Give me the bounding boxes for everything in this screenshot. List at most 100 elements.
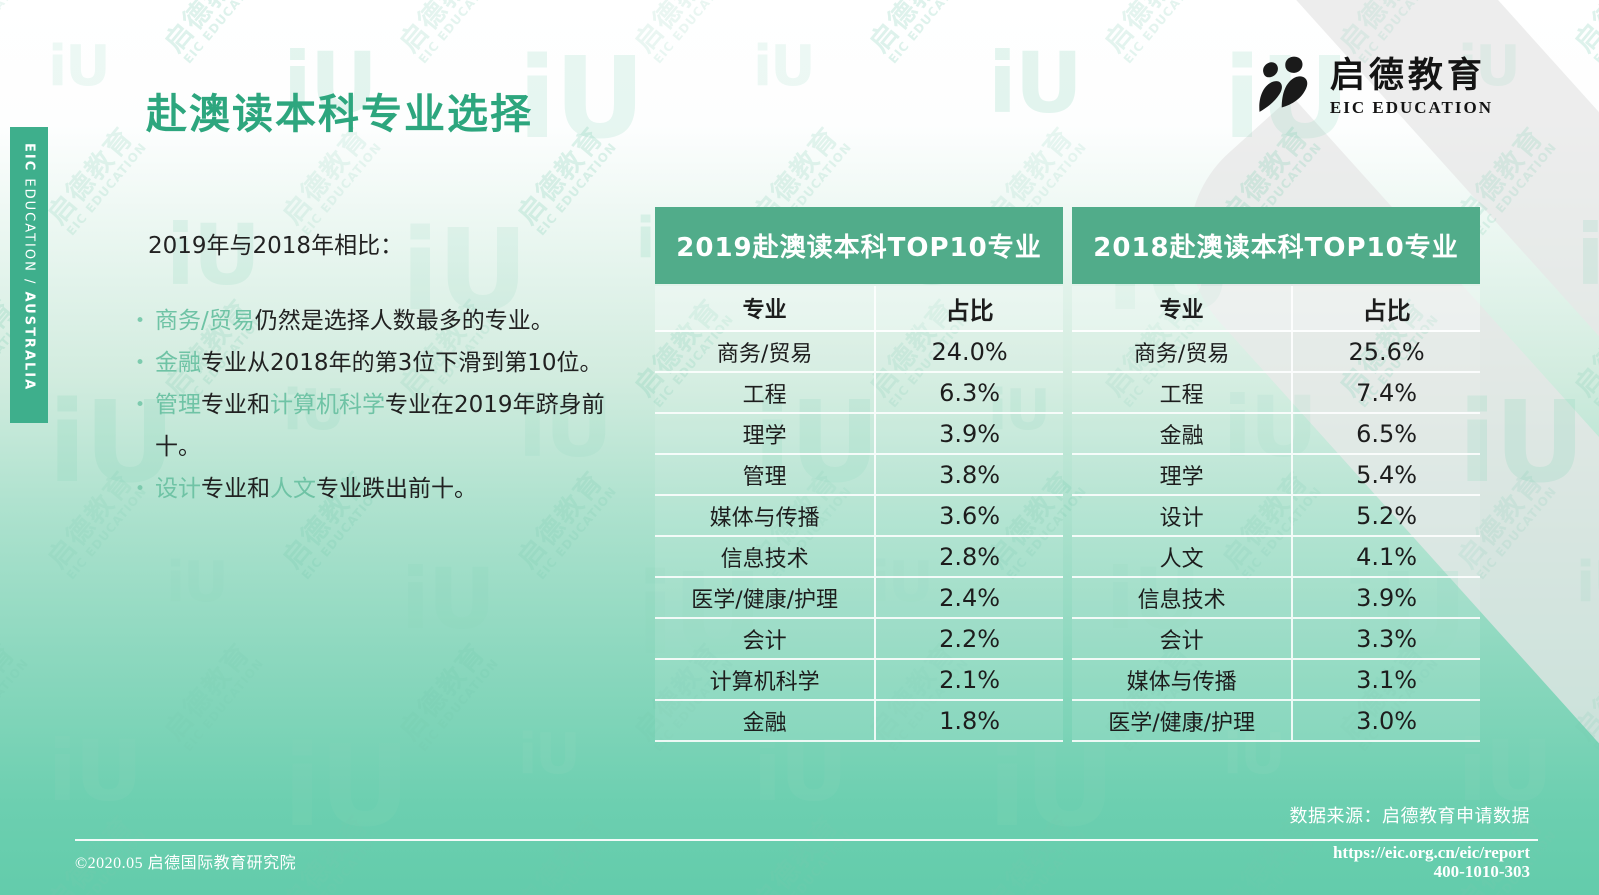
major-cell: 媒体与传播 — [1072, 660, 1294, 699]
share-cell: 6.5% — [1356, 419, 1418, 448]
eic-logo-icon — [1244, 46, 1318, 130]
major-cell: 信息技术 — [1072, 578, 1294, 617]
brand-name-en: EIC EDUCATION — [1329, 97, 1493, 117]
table-row: 计算机科学 2.1% — [655, 660, 1063, 701]
table-row: 设计 5.2% — [1072, 496, 1480, 537]
bullet-text: 设计专业和人文专业跌出前十。 — [155, 476, 478, 502]
share-cell: 5.2% — [1356, 501, 1418, 530]
share-cell: 3.3% — [1356, 624, 1418, 653]
share-cell: 2.2% — [939, 624, 1001, 653]
major-cell: 医学/健康/护理 — [1072, 701, 1294, 740]
major-cell: 人文 — [1072, 537, 1294, 576]
table-2019-subheader: 专业 占比 — [655, 286, 1063, 332]
table-row: 管理 3.8% — [655, 455, 1063, 496]
share-cell: 24.0% — [931, 337, 1008, 366]
table-row: 人文 4.1% — [1072, 537, 1480, 578]
phone-number: 400-1010-303 — [1433, 862, 1530, 881]
table-row: 医学/健康/护理 3.0% — [1072, 701, 1480, 742]
column-header-share: 占比 — [945, 296, 994, 325]
share-cell: 2.1% — [939, 665, 1001, 694]
sidebar-vertical-label: EIC EDUCATION / AUSTRALIA — [21, 143, 37, 392]
bullet-text: 商务/贸易仍然是选择人数最多的专业。 — [155, 308, 554, 334]
column-header-major: 专业 — [1072, 286, 1294, 330]
bullet-dot-icon: • — [135, 311, 146, 331]
major-cell: 理学 — [655, 414, 877, 453]
major-cell: 工程 — [1072, 373, 1294, 412]
summary-block: 2019年与2018年相比： • 商务/贸易仍然是选择人数最多的专业。 • 金融专业从… — [133, 226, 638, 510]
footer-contact: https://eic.org.cn/eic/report 400-1010-3… — [1333, 843, 1530, 881]
share-cell: 3.8% — [939, 460, 1001, 489]
summary-bullet: • 商务/贸易仍然是选择人数最多的专业。 — [133, 300, 638, 342]
share-cell: 4.1% — [1356, 542, 1418, 571]
major-cell: 工程 — [655, 373, 877, 412]
summary-intro: 2019年与2018年相比： — [148, 233, 404, 259]
copyright-note: ©2020.05 启德国际教育研究院 — [75, 855, 297, 872]
table-row: 会计 2.2% — [655, 619, 1063, 660]
major-cell: 会计 — [655, 619, 877, 658]
major-cell: 会计 — [1072, 619, 1294, 658]
table-row: 理学 3.9% — [655, 414, 1063, 455]
major-cell: 金融 — [655, 701, 877, 740]
share-cell: 5.4% — [1356, 460, 1418, 489]
major-cell: 计算机科学 — [655, 660, 877, 699]
major-cell: 金融 — [1072, 414, 1294, 453]
table-row: 理学 5.4% — [1072, 455, 1480, 496]
table-row: 信息技术 2.8% — [655, 537, 1063, 578]
share-cell: 3.6% — [939, 501, 1001, 530]
share-cell: 2.8% — [939, 542, 1001, 571]
major-cell: 医学/健康/护理 — [655, 578, 877, 617]
table-row: 金融 6.5% — [1072, 414, 1480, 455]
share-cell: 2.4% — [939, 583, 1001, 612]
table-2019: 2019赴澳读本科TOP10专业 专业 占比 商务/贸易 24.0% 工程 6.3% 理… — [655, 207, 1063, 742]
major-cell: 设计 — [1072, 496, 1294, 535]
table-2018-body: 商务/贸易 25.6% 工程 7.4% 金融 6.5% 理学 5.4% 设计 5.2% 人文 4.1%… — [1072, 332, 1480, 742]
table-2018-title: 2018赴澳读本科TOP10专业 — [1072, 207, 1480, 284]
table-row: 工程 6.3% — [655, 373, 1063, 414]
table-row: 商务/贸易 24.0% — [655, 332, 1063, 373]
footer-divider — [75, 839, 1538, 841]
column-header-major: 专业 — [655, 286, 877, 330]
summary-bullet: • 管理专业和计算机科学专业在2019年跻身前十。 — [133, 384, 638, 468]
sidebar-tab: EIC EDUCATION / AUSTRALIA — [10, 127, 48, 423]
share-cell: 6.3% — [939, 378, 1001, 407]
share-cell: 7.4% — [1356, 378, 1418, 407]
brand-logo-text: 启德教育 EIC EDUCATION — [1329, 55, 1493, 118]
table-2018-subheader: 专业 占比 — [1072, 286, 1480, 332]
table-row: 媒体与传播 3.1% — [1072, 660, 1480, 701]
report-url: https://eic.org.cn/eic/report — [1332, 843, 1530, 862]
table-2019-body: 商务/贸易 24.0% 工程 6.3% 理学 3.9% 管理 3.8% 媒体与传播 3.6% 信息技… — [655, 332, 1063, 742]
table-2018: 2018赴澳读本科TOP10专业 专业 占比 商务/贸易 25.6% 工程 7.4% 金… — [1072, 207, 1480, 742]
share-cell: 3.1% — [1356, 665, 1418, 694]
page-title: 赴澳读本科专业选择 — [146, 90, 533, 138]
bullet-dot-icon: • — [135, 479, 146, 499]
comparison-tables: 2019赴澳读本科TOP10专业 专业 占比 商务/贸易 24.0% 工程 6.3% 理… — [655, 207, 1480, 742]
share-cell: 25.6% — [1348, 337, 1425, 366]
table-row: 商务/贸易 25.6% — [1072, 332, 1480, 373]
major-cell: 商务/贸易 — [655, 332, 877, 371]
major-cell: 管理 — [655, 455, 877, 494]
table-row: 金融 1.8% — [655, 701, 1063, 742]
share-cell: 1.8% — [939, 706, 1001, 735]
table-row: 信息技术 3.9% — [1072, 578, 1480, 619]
bullet-dot-icon: • — [135, 353, 146, 373]
major-cell: 信息技术 — [655, 537, 877, 576]
bullet-text: 金融专业从2018年的第3位下滑到第10位。 — [155, 350, 603, 376]
major-cell: 商务/贸易 — [1072, 332, 1294, 371]
table-row: 会计 3.3% — [1072, 619, 1480, 660]
brand-name-cn: 启德教育 — [1329, 55, 1486, 96]
major-cell: 理学 — [1072, 455, 1294, 494]
table-row: 媒体与传播 3.6% — [655, 496, 1063, 537]
brand-logo: 启德教育 EIC EDUCATION — [1244, 46, 1493, 130]
table-2019-title: 2019赴澳读本科TOP10专业 — [655, 207, 1063, 284]
major-cell: 媒体与传播 — [655, 496, 877, 535]
table-row: 医学/健康/护理 2.4% — [655, 578, 1063, 619]
summary-bullet: • 金融专业从2018年的第3位下滑到第10位。 — [133, 342, 638, 384]
summary-bullet: • 设计专业和人文专业跌出前十。 — [133, 468, 638, 510]
share-cell: 3.9% — [1356, 583, 1418, 612]
column-header-share: 占比 — [1362, 296, 1411, 325]
bullet-text: 管理专业和计算机科学专业在2019年跻身前十。 — [155, 392, 605, 460]
bullet-dot-icon: • — [135, 395, 146, 415]
summary-bullets: • 商务/贸易仍然是选择人数最多的专业。 • 金融专业从2018年的第3位下滑到第10… — [133, 300, 638, 510]
data-source-note: 数据来源：启德教育申请数据 — [1289, 806, 1530, 827]
